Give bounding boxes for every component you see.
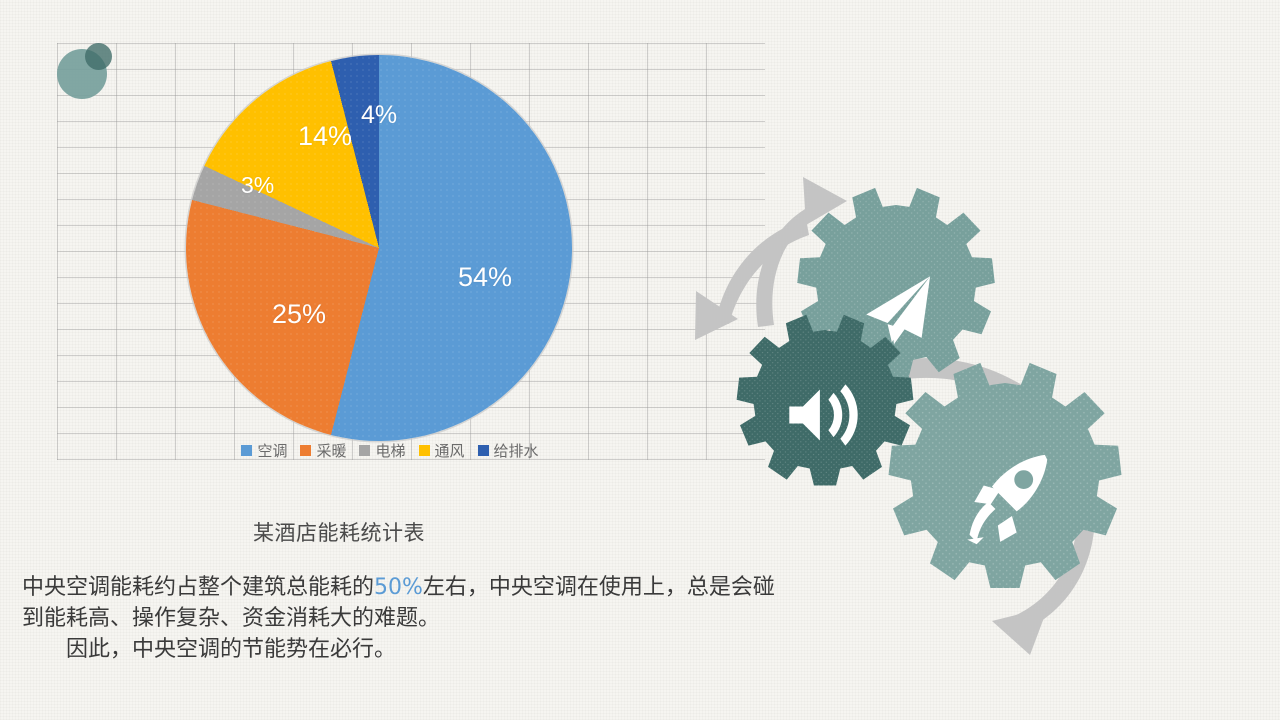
chart-legend: 空调 采暖 电梯 通风 给排水 [210,440,570,461]
slice-label-air-conditioning: 54% [458,262,513,292]
arrow-down-left-icon [695,219,809,340]
arrow-up-right-icon [756,177,847,327]
legend-swatch-icon [300,445,312,456]
gear-paper-plane [797,187,995,379]
rocket-icon [967,454,1048,545]
body-line-1: 中央空调能耗约占整个建筑总能耗的50%左右，中央空调在使用上，总是会碰 [22,572,862,603]
body-highlight-50-percent: 50% [374,575,423,600]
legend-item-label: 采暖 [316,442,347,460]
logo-small-circle [85,43,112,70]
pie-disc [186,55,572,441]
chart-title: 某酒店能耗统计表 [253,521,425,545]
legend-item-label: 通风 [434,442,465,460]
arrow-sweep-right-icon [886,358,1095,655]
gear-rocket [888,362,1122,588]
pie-chart: 54% 25% 3% 14% 4% [186,55,586,455]
body-line-3: 因此，中央空调的节能势在必行。 [66,637,397,662]
legend-item-label: 电梯 [375,442,406,460]
slice-label-ventilation: 14% [298,121,353,151]
slice-label-heating: 25% [272,299,327,329]
body-text: 中央空调能耗约占整个建筑总能耗的50%左右，中央空调在使用上，总是会碰 到能耗高… [22,572,862,665]
slice-label-elevator: 3% [241,172,275,198]
body-line-2: 到能耗高、操作复杂、资金消耗大的难题。 [22,606,441,631]
circles-logo [57,43,115,99]
legend-item-heating[interactable]: 采暖 [300,440,346,461]
legend-item-label: 给排水 [493,442,539,460]
legend-item-water-supply[interactable]: 给排水 [477,440,539,461]
body-line-1-suffix: 左右，中央空调在使用上，总是会碰 [422,575,775,600]
body-line-1-prefix: 中央空调能耗约占整个建筑总能耗的 [22,575,375,600]
legend-item-ventilation[interactable]: 通风 [418,440,465,461]
legend-swatch-icon [477,445,489,456]
slice-label-water-supply: 4% [361,101,398,129]
legend-item-elevator[interactable]: 电梯 [359,440,406,461]
paper-plane-icon [866,276,931,345]
three-gears-diagram [690,155,1270,665]
speaker-icon [789,384,858,446]
legend-swatch-icon [241,445,253,456]
legend-swatch-icon [359,445,371,456]
gear-speaker [736,314,914,486]
legend-swatch-icon [418,445,430,456]
legend-item-label: 空调 [257,442,288,460]
legend-item-air-conditioning[interactable]: 空调 [241,440,287,461]
